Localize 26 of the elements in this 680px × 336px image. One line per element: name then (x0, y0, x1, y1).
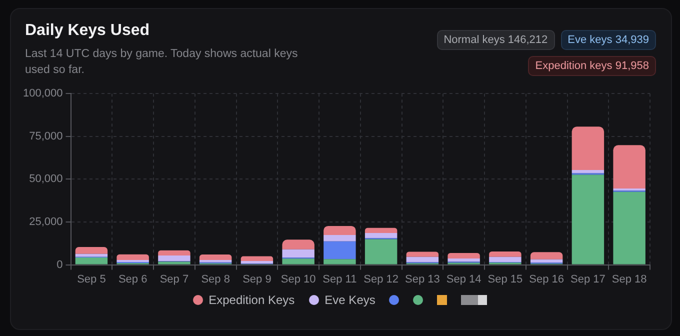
chart-title: Daily Keys Used (25, 22, 150, 40)
y-tick-label: 50,000 (29, 173, 63, 186)
x-tick-label: Sep 7 (160, 273, 189, 286)
x-tick-label: Sep 18 (612, 273, 647, 286)
x-tick-label: Sep 8 (201, 273, 230, 286)
x-tick-label: Sep 11 (322, 273, 357, 286)
text: Eve keys 34,939 (560, 30, 656, 50)
text: Normal keys 146,212 (436, 30, 555, 50)
chart-subtitle: Last 14 UTC days by game. Today shows actual keys used so far. (25, 47, 299, 78)
x-tick-label: Sep 9 (242, 273, 272, 286)
legend-label: Eve Keys (324, 293, 376, 307)
x-tick-label: Sep 12 (364, 273, 399, 286)
x-tick-label: Sep 10 (280, 273, 316, 286)
y-tick-label: 75,000 (29, 130, 63, 142)
x-tick-label: Sep 6 (118, 273, 148, 286)
x-tick-label: Sep 5 (77, 273, 106, 286)
x-tick-label: Sep 15 (488, 273, 523, 286)
x-tick-label: Sep 13 (405, 273, 440, 286)
legend-label: Expedition Keys (208, 293, 295, 307)
x-tick-label: Sep 14 (446, 273, 482, 286)
y-tick-label: 25,000 (29, 216, 63, 228)
x-tick-label: Sep 16 (529, 273, 564, 286)
y-tick-label: 100,000 (22, 88, 63, 100)
y-tick-label: 0 (56, 258, 63, 271)
text: Expedition keys 91,958 (528, 56, 656, 76)
x-tick-label: Sep 17 (570, 273, 606, 286)
